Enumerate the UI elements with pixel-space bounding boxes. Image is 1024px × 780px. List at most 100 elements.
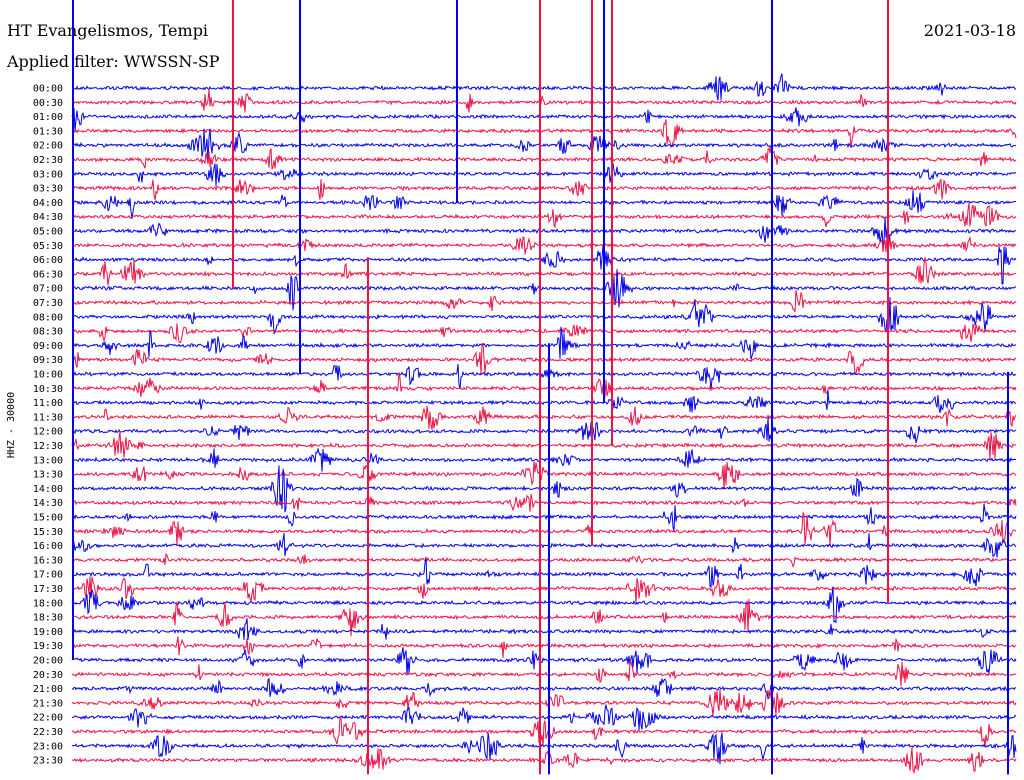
time-tick-label: 05:00 [33,227,63,238]
time-tick-label: 14:00 [33,484,63,495]
trace-row [71,732,1017,765]
station-title: HT Evangelismos, Tempi [7,21,209,40]
time-tick-label: 13:00 [33,455,63,466]
time-tick-label: 13:30 [33,470,63,481]
trace-row [71,326,1017,360]
time-tick-label: 08:30 [33,327,63,338]
filter-label: Applied filter: WWSSN-SP [7,52,220,71]
trace-row [71,618,1017,641]
time-tick-label: 14:30 [33,498,63,509]
trace-row [71,190,1017,219]
time-tick-label: 18:30 [33,613,63,624]
trace-row [71,405,1017,430]
trace-row [71,465,1017,513]
time-tick-label: 21:30 [33,698,63,709]
date-label: 2021-03-18 [923,21,1016,40]
time-tick-label: 01:00 [33,112,63,123]
time-tick-label: 18:00 [33,598,63,609]
time-tick-label: 23:00 [33,741,63,752]
time-tick-label: 22:30 [33,727,63,738]
trace-row [71,269,1017,311]
time-tick-label: 00:00 [33,84,63,95]
trace-row [71,511,1017,546]
time-tick-label: 15:30 [33,527,63,538]
time-tick-label: 19:30 [33,641,63,652]
time-tick-label: 07:00 [33,284,63,295]
trace-row [71,636,1017,658]
trace-row [71,390,1017,414]
time-tick-label: 10:30 [33,384,63,395]
trace-row [71,342,1017,376]
time-tick-label: 22:00 [33,713,63,724]
trace-row [71,89,1017,113]
time-tick-label: 04:30 [33,212,63,223]
y-axis-label: HHZ - 30000 [6,392,17,458]
trace-row [71,297,1017,335]
time-tick-label: 00:30 [33,98,63,109]
trace-row [71,447,1017,472]
time-tick-label: 11:00 [33,398,63,409]
trace-row [72,747,1017,775]
time-tick-label: 16:00 [33,541,63,552]
trace-row [71,235,1017,255]
time-tick-label: 11:30 [33,412,63,423]
trace-row [71,688,1017,716]
time-tick-label: 07:30 [33,298,63,309]
trace-row [71,647,1017,676]
trace-row [71,364,1017,391]
time-tick-label: 17:30 [33,584,63,595]
time-tick-label: 20:00 [33,656,63,667]
trace-row [71,202,1017,228]
trace-row [71,178,1017,200]
time-tick-label: 02:30 [33,155,63,166]
seismic-traces [71,0,1017,775]
time-tick-label: 23:30 [33,756,63,767]
trace-row [71,586,1017,624]
trace-row [71,323,1017,344]
trace-row [71,245,1017,285]
trace-row [71,461,1017,490]
trace-row [71,146,1017,170]
time-tick-label: 01:30 [33,126,63,137]
trace-row [71,715,1017,748]
trace-row [71,493,1017,512]
trace-row [71,576,1017,604]
time-tick-label: 02:00 [33,141,63,152]
trace-row [71,290,1017,313]
trace-row [71,677,1017,700]
trace-row [71,552,1017,568]
time-tick-label: 03:30 [33,184,63,195]
trace-row [71,431,1017,461]
trace-row [71,163,1017,187]
time-tick-label: 04:00 [33,198,63,209]
trace-row [71,503,1017,532]
trace-row [71,257,1017,286]
time-tick-label: 10:00 [33,370,63,381]
time-tick-labels: 00:00 00:30 01:00 01:30 02:00 02:30 03:00 03:30… [33,84,63,767]
time-tick-label: 06:00 [33,255,63,266]
time-tick-label: 06:30 [33,269,63,280]
trace-row [71,533,1017,558]
trace-row [71,119,1017,149]
time-tick-label: 16:30 [33,555,63,566]
trace-row [71,216,1017,246]
trace-row [71,556,1017,589]
trace-row [71,704,1017,731]
trace-row [71,417,1017,444]
trace-row [71,107,1017,133]
trace-row [72,660,1017,687]
time-tick-label: 21:00 [33,684,63,695]
time-tick-label: 05:30 [33,241,63,252]
time-tick-label: 03:00 [33,169,63,180]
trace-row [72,599,1017,637]
trace-row [71,128,1017,164]
time-tick-label: 20:30 [33,670,63,681]
trace-row [71,73,1017,101]
time-tick-label: 09:30 [33,355,63,366]
trace-row [71,372,1017,398]
time-tick-label: 12:00 [33,427,63,438]
time-tick-label: 19:00 [33,627,63,638]
time-tick-label: 17:00 [33,570,63,581]
time-tick-label: 09:00 [33,341,63,352]
